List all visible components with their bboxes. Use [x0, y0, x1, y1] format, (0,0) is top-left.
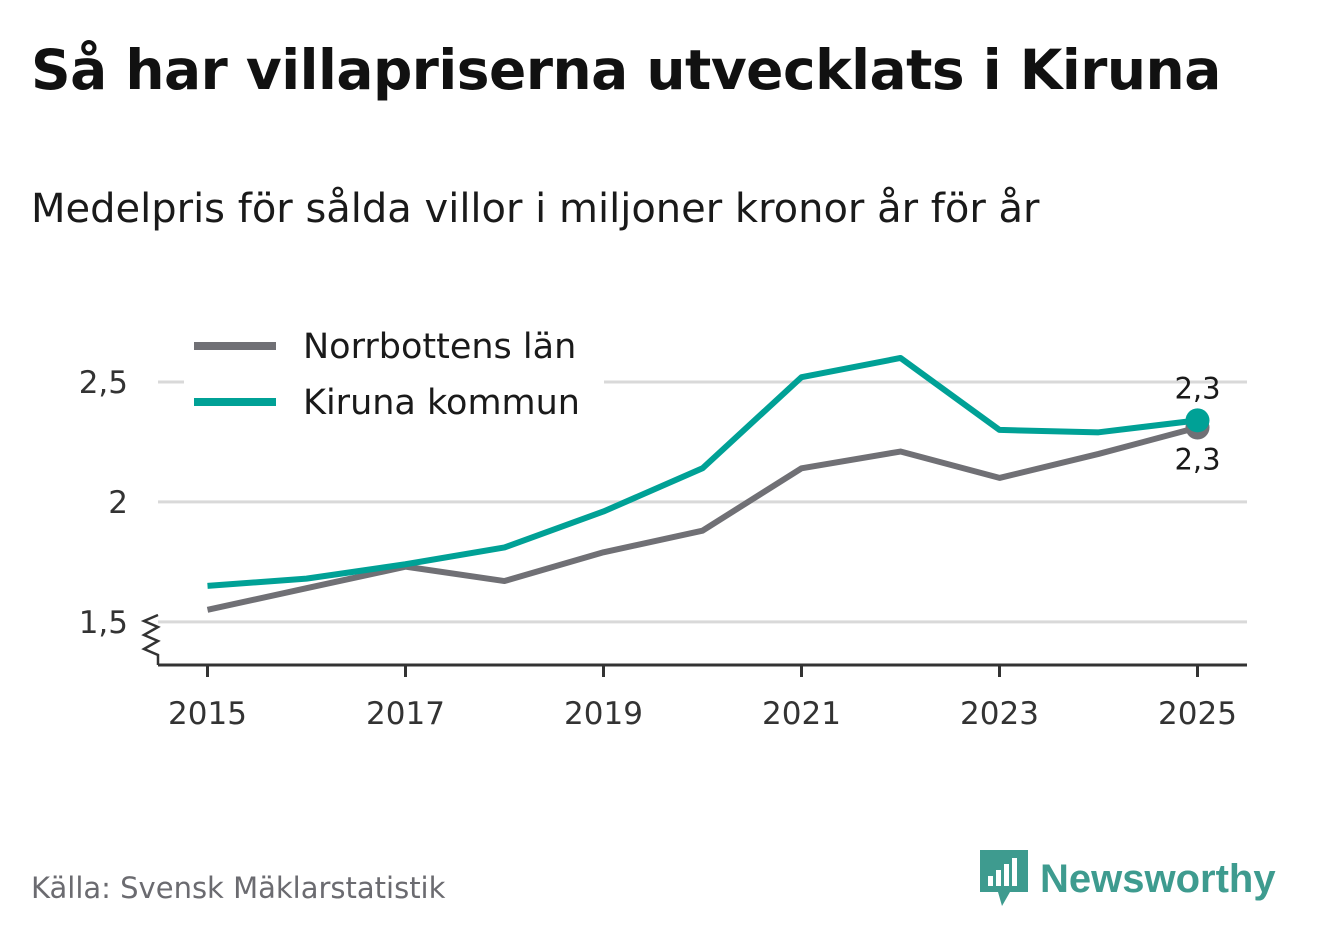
chart-subtitle: Medelpris för sålda villor i miljoner kr… — [31, 186, 1040, 232]
x-tick-label: 2015 — [168, 696, 247, 732]
axes: 1,5 2 2,5 2015 2017 2019 2021 2023 2025 — [79, 365, 1247, 732]
y-tick-label: 2 — [108, 485, 128, 521]
y-tick-label: 1,5 — [79, 605, 128, 641]
y-tick-label: 2,5 — [79, 365, 128, 401]
axis-break-icon — [140, 613, 161, 665]
series-lines — [206, 354, 1210, 613]
x-tick-label: 2017 — [366, 696, 445, 732]
end-marker-kiruna — [1185, 408, 1210, 433]
x-tick-label: 2023 — [960, 696, 1039, 732]
series-line-norrbotten — [206, 424, 1199, 613]
series-line-kiruna — [207, 354, 1198, 589]
end-label-norrbotten: 2,3 — [1174, 443, 1220, 477]
end-label-kiruna: 2,3 — [1174, 371, 1220, 405]
x-tick-label: 2019 — [564, 696, 643, 732]
labels: 2,3 2,3 — [1174, 371, 1220, 476]
chart-title: Så har villapriserna utvecklats i Kiruna — [31, 38, 1221, 102]
legend: Norrbottens län Kiruna kommun — [184, 324, 604, 430]
source-note: Källa: Svensk Mäklarstatistik — [31, 871, 446, 905]
brand-logo: Newsworthy — [980, 850, 1276, 908]
legend-label-kiruna: Kiruna kommun — [303, 383, 580, 423]
brand-name: Newsworthy — [1040, 856, 1276, 901]
x-tick-label: 2025 — [1158, 696, 1237, 732]
x-tick-label: 2021 — [762, 696, 841, 732]
newsworthy-logo-icon — [980, 850, 1028, 906]
legend-label-norrbotten: Norrbottens län — [303, 327, 576, 367]
